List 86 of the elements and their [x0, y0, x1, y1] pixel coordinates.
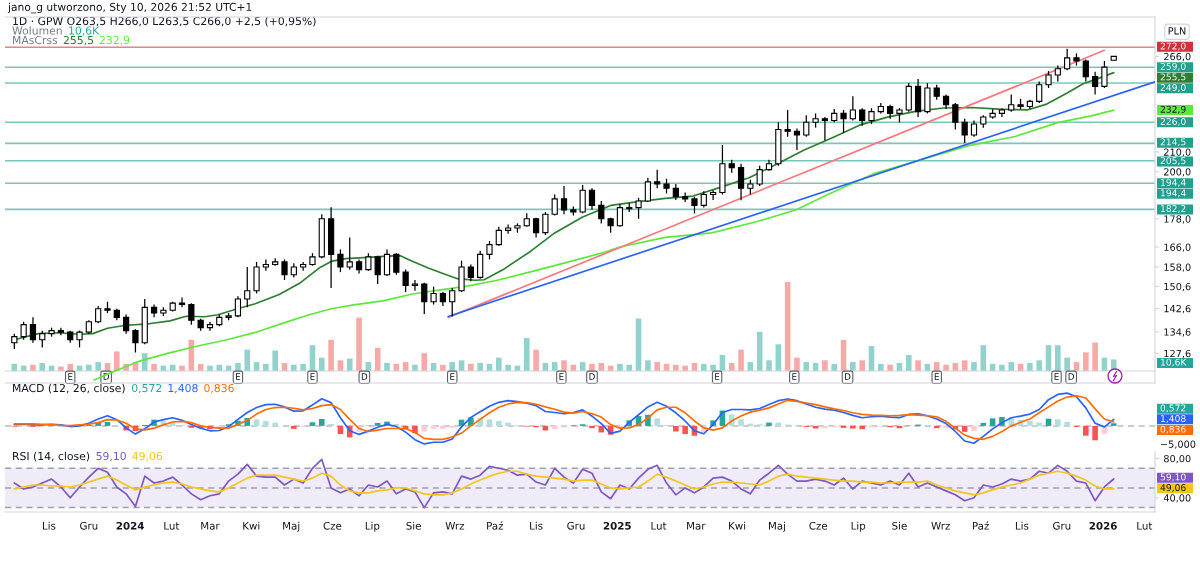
- text: 59,10: [1160, 473, 1186, 482]
- x-tick-label: Gru: [80, 521, 98, 530]
- annotation: E: [450, 373, 455, 380]
- x-tick-label: Lis: [530, 521, 543, 530]
- text: 0,836: [1160, 425, 1186, 434]
- text: 0,572: [1160, 404, 1186, 413]
- y-tick-label: 158,0: [1164, 263, 1191, 272]
- annotation: 59,10: [96, 451, 126, 462]
- x-tick-label: Sie: [406, 521, 421, 530]
- x-tick-label: Kwi: [243, 521, 260, 530]
- text: jano_g utworzono, Sty 10, 2026 21:52 UTC+1: [7, 2, 252, 14]
- annotation: E: [715, 373, 720, 380]
- x-tick-label: Mar: [201, 522, 220, 530]
- annotation: 255,5: [63, 35, 94, 46]
- chart-title: RSI (14, close): [13, 451, 90, 462]
- annotation: D: [361, 373, 368, 380]
- x-tick-label: 2025: [603, 521, 631, 530]
- annotation: 1,408: [168, 383, 198, 394]
- x-tick-label: 2026: [1089, 521, 1117, 530]
- ref-line-label: 214,5: [1160, 138, 1186, 147]
- x-tick-label: Lip: [365, 521, 380, 532]
- ref-line-label: 259,0: [1160, 62, 1186, 71]
- ref-line-label: 272,0: [1160, 42, 1186, 51]
- annotation: E: [68, 373, 73, 380]
- x-tick-label: Maj: [283, 521, 300, 532]
- text: 194,4: [1161, 189, 1186, 198]
- y-tick-label: 80,00: [1163, 454, 1191, 464]
- x-tick-label: Lis: [1015, 521, 1029, 530]
- annotation: E: [310, 373, 315, 380]
- y-tick-label: 40,00: [1163, 494, 1191, 503]
- ref-line-label: 182,2: [1161, 205, 1186, 213]
- y-axis-title: PLN: [1168, 27, 1186, 35]
- x-tick-label: Lut: [1137, 522, 1153, 530]
- text: 232,9: [1160, 105, 1186, 114]
- text: 49,06: [1160, 484, 1186, 492]
- y-tick-label: 166,0: [1164, 243, 1191, 252]
- x-tick-label: Lut: [651, 522, 667, 530]
- x-tick-label: Paź: [487, 521, 504, 530]
- x-tick-label: Kwi: [729, 521, 746, 530]
- annotation: E: [934, 373, 939, 380]
- annotation: D: [1068, 373, 1074, 380]
- ref-line-label: 194,4: [1161, 178, 1186, 187]
- x-tick-label: Paź: [972, 521, 989, 530]
- x-tick-label: Gru: [1053, 521, 1071, 530]
- y-tick-label: 142,6: [1164, 304, 1191, 314]
- annotation: D: [589, 373, 595, 380]
- y-tick-label: 210,0: [1164, 148, 1191, 157]
- annotation: E: [236, 373, 241, 380]
- y-tick-label: 127,6: [1164, 349, 1191, 359]
- y-tick-label: 266,0: [1164, 52, 1191, 62]
- annotation: 49,06: [132, 451, 163, 462]
- legend-title: MAsCrss: [13, 35, 58, 45]
- y-tick-label: 150,6: [1164, 282, 1191, 292]
- x-tick-label: Cze: [323, 521, 342, 530]
- annotation: D: [845, 373, 851, 380]
- x-tick-label: Lip: [851, 521, 866, 532]
- x-tick-label: Wrz: [445, 522, 465, 530]
- text: −5,000: [1161, 440, 1196, 449]
- chart-title: MACD (12, 26, close): [13, 383, 125, 394]
- text: 1,408: [1161, 415, 1186, 423]
- x-tick-label: Cze: [809, 521, 828, 530]
- ref-line-label: 249,0: [1160, 84, 1186, 92]
- ref-line-label: 205,5: [1160, 157, 1186, 166]
- ref-line-label: 226,0: [1160, 117, 1186, 126]
- annotation: 0,572: [131, 383, 162, 394]
- x-tick-label: 2024: [116, 521, 144, 530]
- y-tick-label: 200,0: [1164, 168, 1191, 177]
- x-tick-label: Lis: [42, 521, 56, 530]
- x-tick-label: Lut: [164, 522, 180, 530]
- x-tick-label: Wrz: [931, 522, 950, 530]
- annotation: 232,9: [99, 35, 130, 46]
- annotation: E: [792, 373, 797, 380]
- x-tick-label: Mar: [687, 522, 706, 530]
- y-tick-label: 134,6: [1164, 328, 1191, 337]
- annotation: E: [559, 373, 564, 380]
- text: Wolumen: [12, 26, 62, 35]
- text: 10,6K: [69, 26, 100, 36]
- x-tick-label: Gru: [567, 521, 585, 530]
- text: 255,5: [1160, 73, 1186, 82]
- chart-title: 1D · GPW O263,5 H266,0 L263,5 C266,0 +2,5 (+0,95%): [13, 16, 316, 27]
- y-tick-label: 178,0: [1164, 215, 1191, 224]
- x-tick-label: Maj: [768, 521, 786, 532]
- x-tick-label: Sie: [892, 521, 907, 530]
- annotation: 0,836: [204, 383, 234, 394]
- text: 10,6K: [1161, 358, 1187, 367]
- annotation: E: [1054, 373, 1059, 380]
